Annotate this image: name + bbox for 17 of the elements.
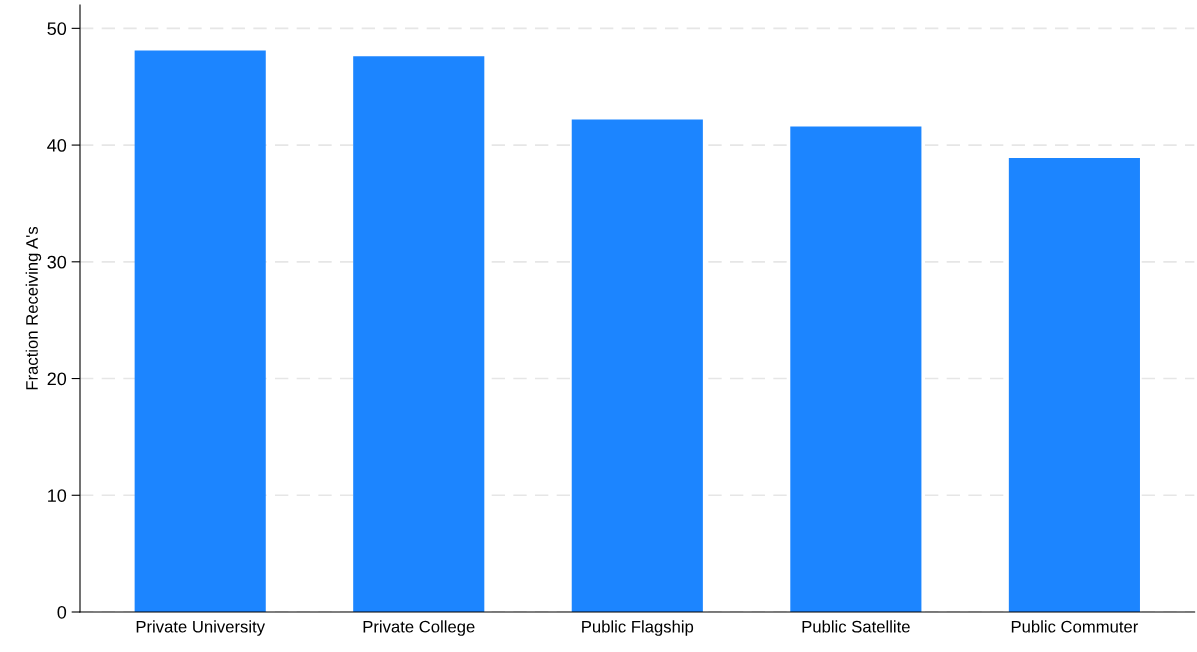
x-tick-label: Private College <box>363 620 475 636</box>
x-tick-label: Private University <box>136 620 266 636</box>
x-tick-label: Public Commuter <box>1011 620 1139 633</box>
x-tick-label: Public Satellite <box>802 620 910 633</box>
y-tick-label: 50 <box>47 22 67 36</box>
y-axis-title: Fraction Receiving A's <box>25 226 42 390</box>
y-tick-label: 40 <box>47 139 67 152</box>
y-tick-label: 20 <box>47 372 67 386</box>
bar <box>134 50 266 612</box>
bar <box>1008 157 1140 612</box>
x-tick-label: Public Flagship <box>582 620 694 636</box>
y-tick-label: 30 <box>47 255 67 269</box>
y-tick-label: 0 <box>57 605 67 619</box>
bar <box>571 119 703 612</box>
bar <box>353 56 485 612</box>
y-tick-label: 10 <box>48 489 67 502</box>
bar <box>790 126 922 612</box>
